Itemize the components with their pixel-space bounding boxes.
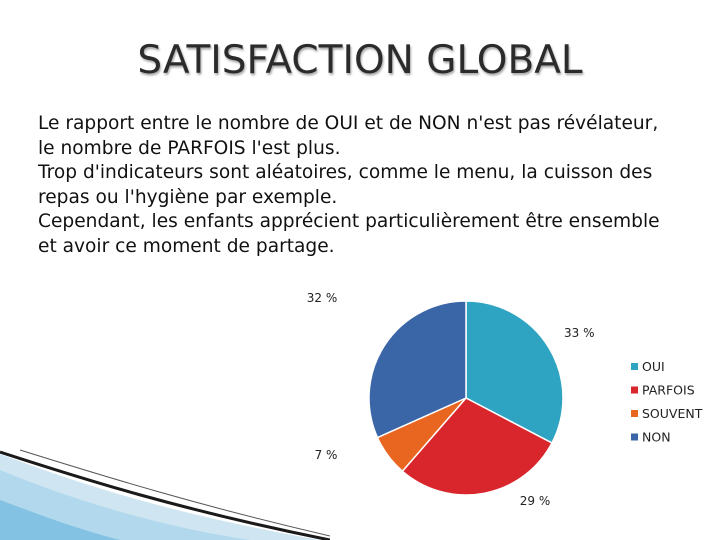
data-label-oui: 33 % <box>564 326 595 340</box>
legend-label-non: NON <box>642 430 671 445</box>
paragraph-line: Le rapport entre le nombre de OUI et de … <box>38 113 659 134</box>
slide-paragraph: Le rapport entre le nombre de OUI et de … <box>38 112 698 260</box>
data-label-souvent: 7 % <box>315 448 338 462</box>
paragraph-line: Cependant, les enfants apprécient partic… <box>38 211 660 233</box>
paragraph-line: Trop d'indicateurs sont aléatoires, comm… <box>38 162 653 184</box>
legend-swatch-parfois <box>631 386 638 394</box>
pie-slice-non <box>368 300 467 439</box>
slide-title: SATISFACTION GLOBAL <box>137 38 583 83</box>
legend-label-oui: OUI <box>642 359 665 374</box>
paragraph-line: le nombre de PARFOIS l'est plus. <box>38 137 341 159</box>
legend-swatch-non <box>631 433 638 441</box>
decorative-swoosh <box>0 449 330 540</box>
paragraph-line: repas ou l'hygiène par exemple. <box>38 186 338 208</box>
pie-slice-oui <box>465 300 564 444</box>
paragraph-line: et avoir ce moment de partage. <box>38 235 335 257</box>
legend-label-parfois: PARFOIS <box>642 383 695 398</box>
data-label-non: 32 % <box>307 291 338 305</box>
legend-label-souvent: SOUVENT <box>642 406 703 421</box>
pie-slice-parfois <box>401 397 553 496</box>
legend-swatch-souvent <box>631 410 638 417</box>
legend-swatch-oui <box>631 363 638 370</box>
data-label-parfois: 29 % <box>520 494 551 508</box>
